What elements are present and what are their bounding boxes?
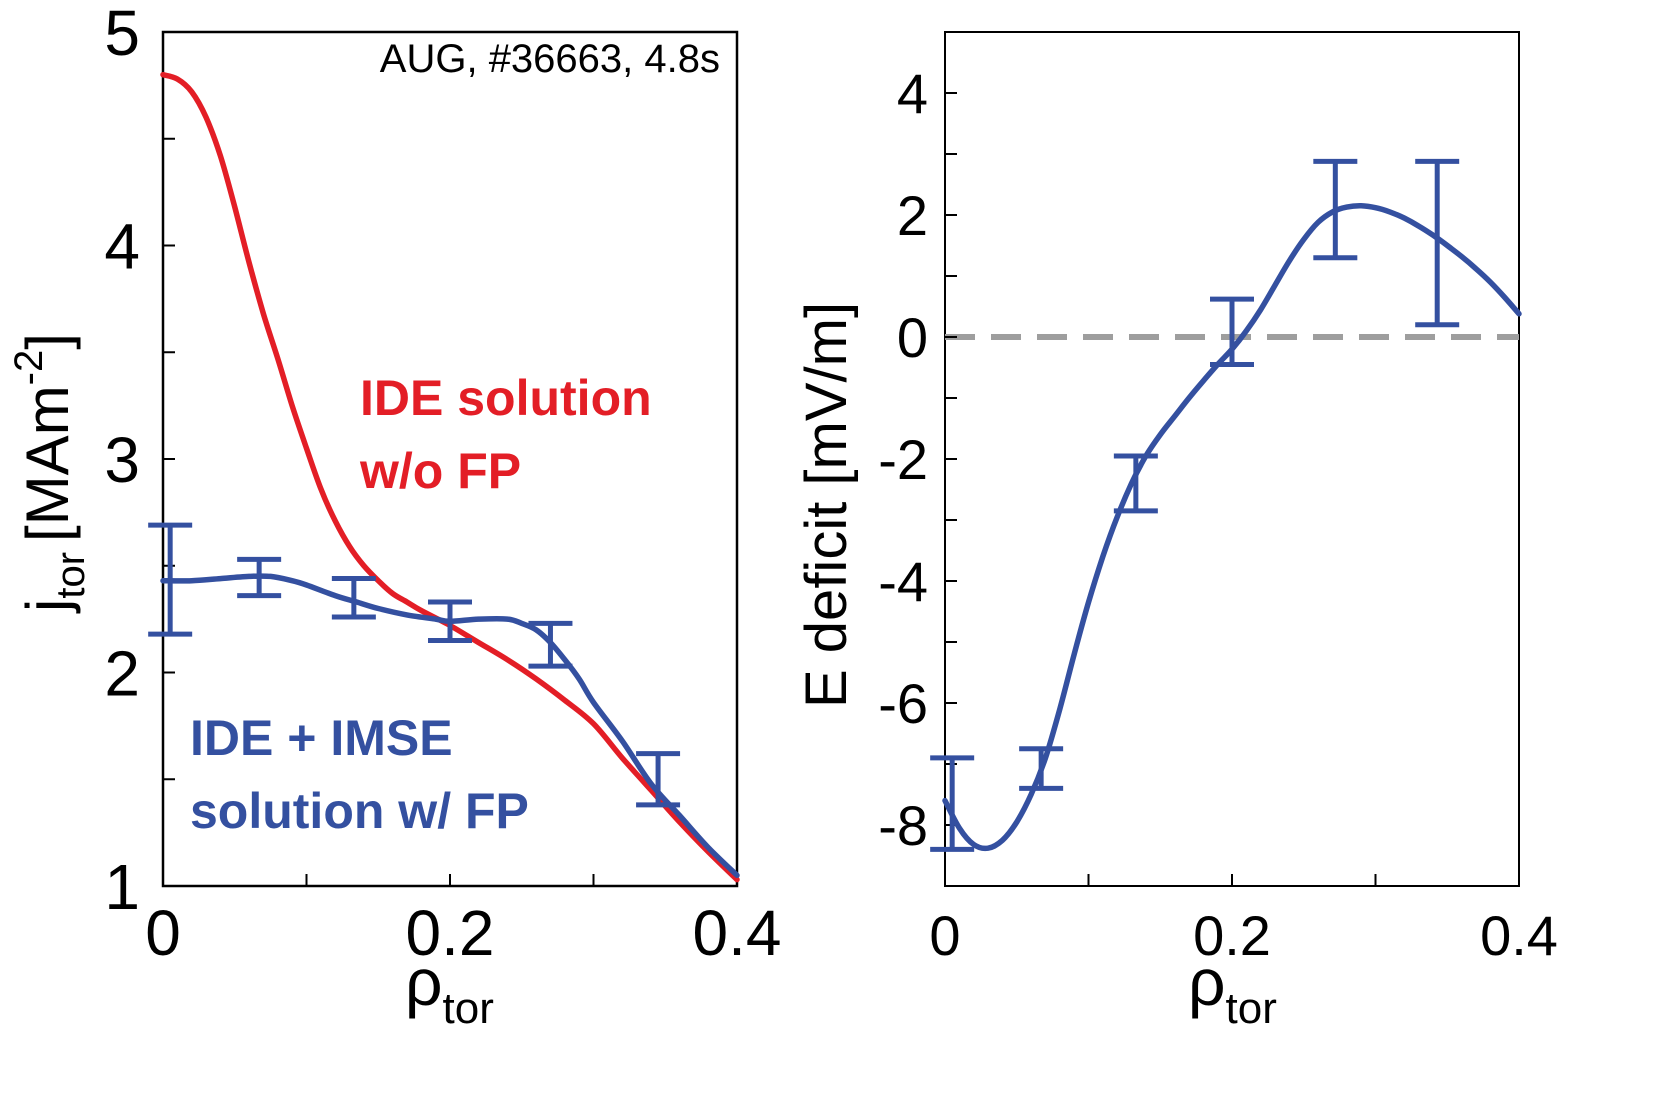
right-y-tick-label: -8	[878, 794, 928, 857]
right-y-axis-label: E deficit [mV/m]	[794, 302, 859, 708]
left-series	[160, 71, 740, 883]
right-error-bar	[1019, 746, 1064, 791]
left-y-tick-label: 5	[104, 0, 140, 69]
left-red-legend-line-1: IDE solution	[360, 370, 652, 426]
left-y-tick-label: 4	[104, 211, 140, 283]
left-error-bars	[148, 522, 681, 808]
left-tick-labels: 0 0.2 0.4 1 2 3 4 5	[104, 0, 781, 969]
left-y-tick-label: 2	[104, 638, 140, 710]
right-x-tick-label: 0.2	[1193, 904, 1271, 967]
right-x-tick-label: 0	[929, 904, 960, 967]
right-y-tick-label: -4	[878, 550, 928, 613]
right-x-axis-label: ρtor	[1188, 945, 1277, 1033]
left-y-tick-label: 1	[104, 851, 140, 923]
right-y-tick-label: -2	[878, 428, 928, 491]
left-axis-ticks	[162, 31, 738, 887]
right-y-tick-label: 0	[897, 306, 928, 369]
right-error-bars	[930, 158, 1460, 852]
right-x-tick-label: 0.4	[1480, 904, 1558, 967]
left-blue-legend-line-2: solution w/ FP	[190, 783, 529, 839]
right-error-bar	[930, 755, 975, 852]
left-annotation: AUG, #36663, 4.8s	[380, 37, 720, 81]
left-error-bar	[636, 751, 681, 808]
left-error-bar	[237, 556, 282, 599]
right-error-bar	[1113, 453, 1158, 514]
left-red-legend-line-2: w/o FP	[359, 443, 521, 499]
right-y-tick-label: -6	[878, 672, 928, 735]
left-y-axis-label: jtor[MAm-2]	[7, 333, 93, 614]
right-y-tick-label: 2	[897, 184, 928, 247]
left-x-axis-label: ρtor	[405, 945, 494, 1033]
left-blue-legend-line-1: IDE + IMSE	[190, 710, 453, 766]
right-error-bar	[1415, 158, 1460, 328]
left-y-tick-label: 3	[104, 424, 140, 496]
left-x-tick-label: 0.2	[406, 897, 495, 969]
left-x-tick-label: 0.4	[693, 897, 782, 969]
left-x-tick-label: 0	[145, 897, 181, 969]
left-series-line-0	[160, 71, 740, 883]
left-panel: 0 0.2 0.4 1 2 3 4 5 AUG, #36663, 4.8s IDE solut…	[7, 0, 781, 1033]
left-error-bar	[331, 576, 376, 620]
left-error-bar	[528, 620, 573, 669]
right-error-bar	[1210, 296, 1254, 367]
left-error-bar	[428, 599, 472, 643]
right-panel: 0 0.2 0.4 -8 -6 -4 -2 0 2 4 ρtor E deficit [mV/m]	[794, 31, 1558, 1033]
right-y-tick-label: 4	[897, 62, 928, 125]
right-tick-labels: 0 0.2 0.4 -8 -6 -4 -2 0 2 4	[878, 62, 1558, 967]
left-error-bar	[148, 522, 193, 637]
left-series-line-1	[160, 573, 740, 879]
right-error-bar	[1313, 158, 1358, 261]
